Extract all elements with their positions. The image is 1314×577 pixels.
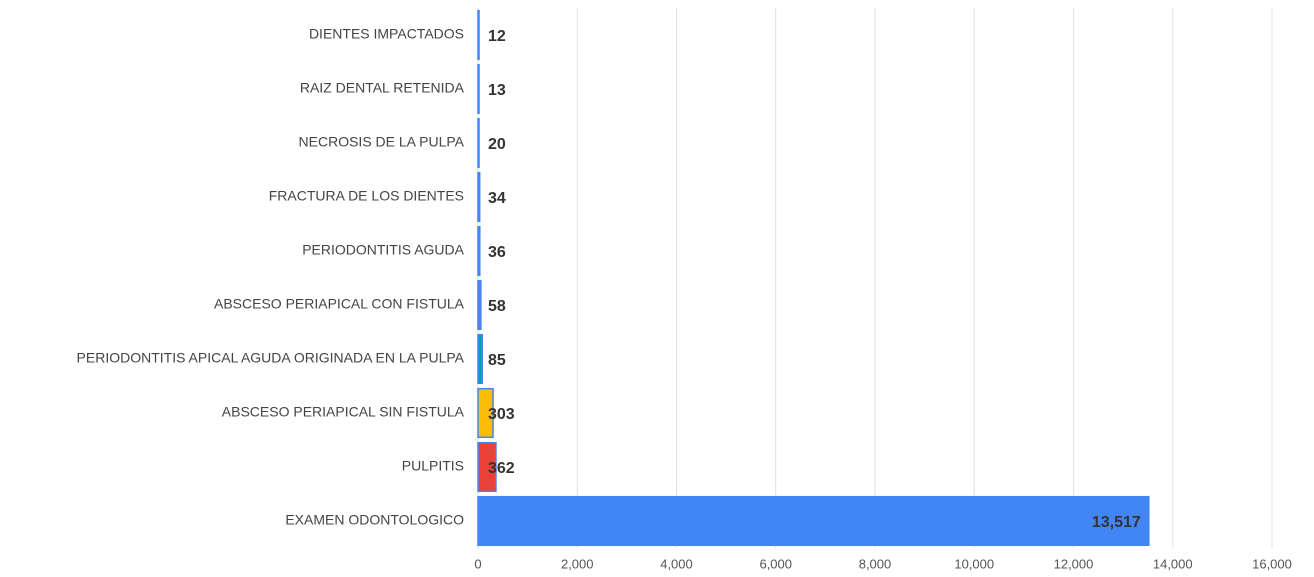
x-tick-label: 0 xyxy=(474,556,481,571)
x-tick-label: 10,000 xyxy=(954,556,994,571)
value-label: 20 xyxy=(488,136,506,153)
y-tick-label: PERIODONTITIS AGUDA xyxy=(302,242,464,258)
y-tick-label: PULPITIS xyxy=(402,458,464,474)
x-tick-label: 14,000 xyxy=(1153,556,1193,571)
bar xyxy=(477,9,480,61)
bar xyxy=(477,387,494,439)
y-tick-label: PERIODONTITIS APICAL AGUDA ORIGINADA EN … xyxy=(77,350,465,366)
value-label: 13,517 xyxy=(1092,514,1141,531)
bar xyxy=(477,225,481,277)
bar xyxy=(477,441,497,493)
bar xyxy=(477,117,480,169)
x-tick-label: 8,000 xyxy=(859,556,892,571)
x-tick-label: 2,000 xyxy=(561,556,594,571)
y-tick-label: RAIZ DENTAL RETENIDA xyxy=(300,80,465,96)
bar xyxy=(477,333,483,385)
y-tick-label: ABSCESO PERIAPICAL SIN FISTULA xyxy=(222,404,465,420)
x-tick-label: 4,000 xyxy=(660,556,693,571)
y-tick-label: ABSCESO PERIAPICAL CON FISTULA xyxy=(214,296,465,312)
y-tick-label: FRACTURA DE LOS DIENTES xyxy=(269,188,464,204)
value-label: 303 xyxy=(488,406,515,423)
x-tick-label: 6,000 xyxy=(759,556,792,571)
x-tick-label: 12,000 xyxy=(1054,556,1094,571)
bar xyxy=(477,495,1150,547)
bar xyxy=(477,63,480,115)
value-label: 34 xyxy=(488,190,506,207)
y-tick-label: DIENTES IMPACTADOS xyxy=(309,26,464,42)
x-tick-label: 16,000 xyxy=(1252,556,1292,571)
y-tick-label: NECROSIS DE LA PULPA xyxy=(299,134,465,150)
bar xyxy=(477,279,482,331)
value-label: 85 xyxy=(488,352,506,369)
value-label: 36 xyxy=(488,244,506,261)
value-label: 58 xyxy=(488,298,506,315)
value-label: 362 xyxy=(488,460,515,477)
value-label: 12 xyxy=(488,28,506,45)
value-label: 13 xyxy=(488,82,506,99)
y-tick-label: EXAMEN ODONTOLOGICO xyxy=(285,512,464,528)
bar xyxy=(477,171,481,223)
